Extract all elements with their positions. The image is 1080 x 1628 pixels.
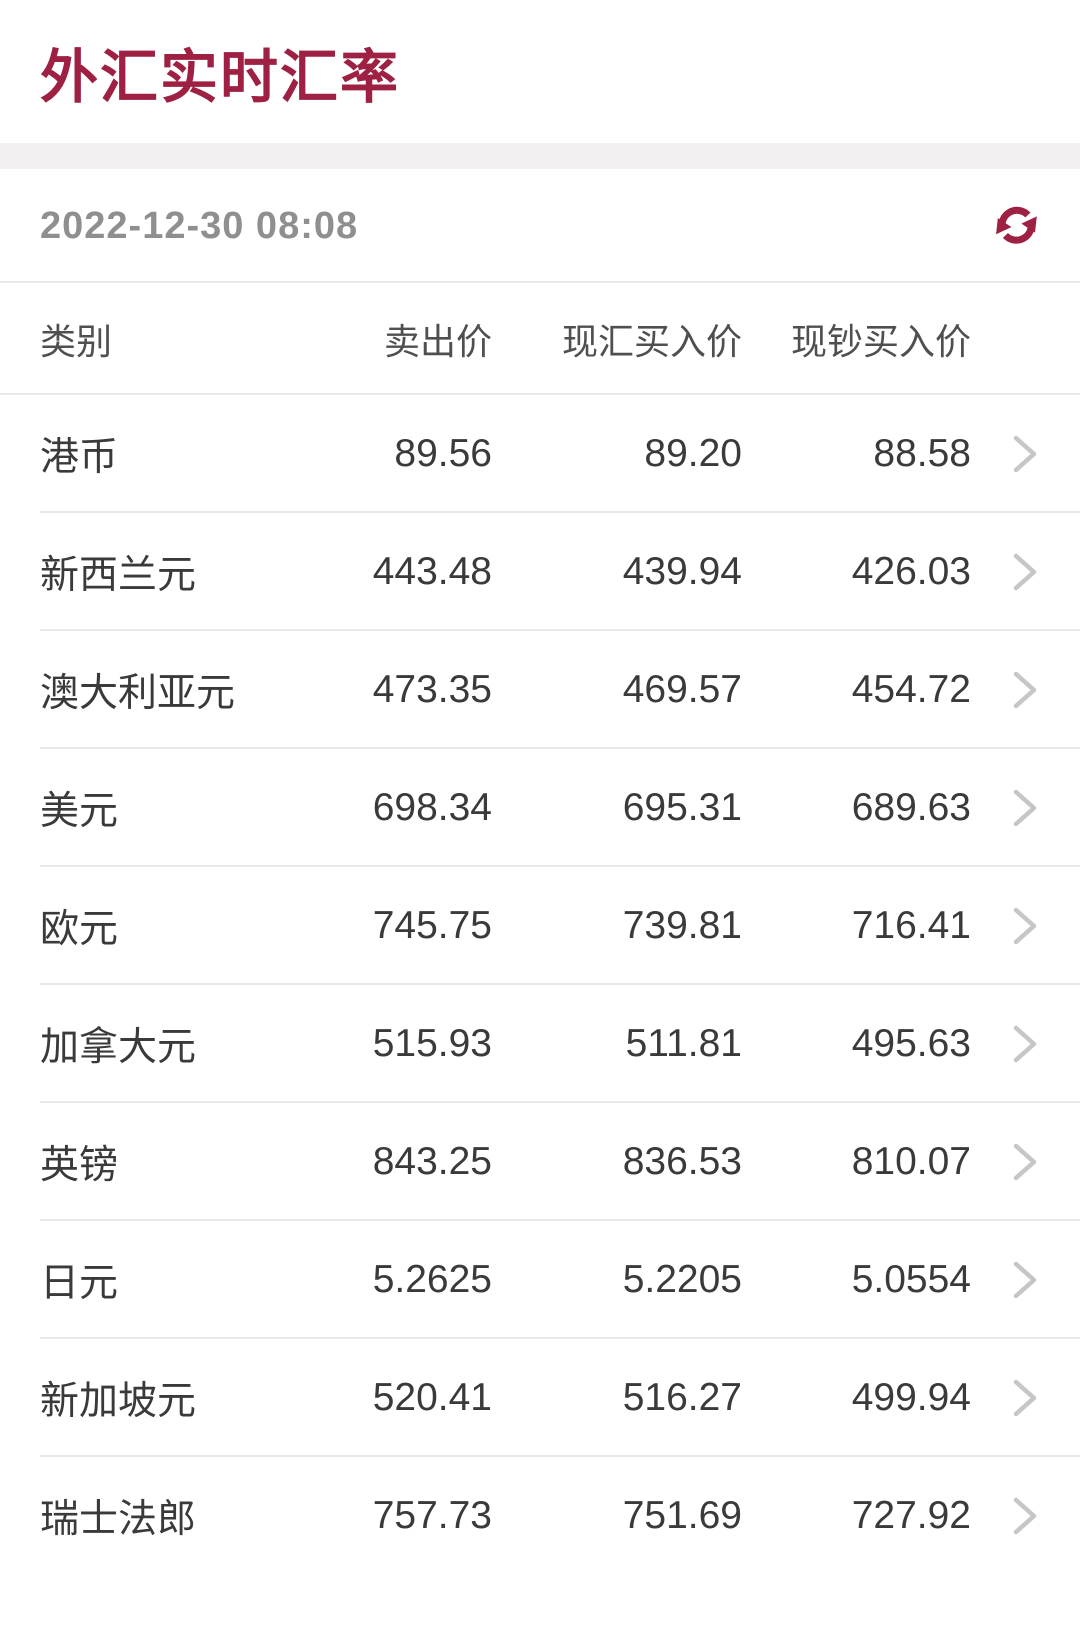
title-section: 外汇实时汇率 <box>0 0 1080 143</box>
cash-buy-price: 495.63 <box>851 1022 971 1065</box>
header-cash-buy-price: 现钞买入价 <box>790 321 971 362</box>
sell-price: 757.73 <box>372 1494 492 1537</box>
cash-buy-price: 426.03 <box>851 550 971 593</box>
chevron-right-icon <box>971 787 1040 829</box>
cash-buy-price: 88.58 <box>873 432 971 475</box>
sell-price: 473.35 <box>372 668 492 711</box>
rate-row[interactable]: 澳大利亚元 473.35 469.57 454.72 <box>0 631 1080 749</box>
sell-price: 843.25 <box>372 1140 492 1183</box>
refresh-icon <box>990 199 1042 254</box>
sell-price: 515.93 <box>372 1022 492 1065</box>
currency-name: 日元 <box>40 1262 119 1305</box>
header-spot-buy-price: 现汇买入价 <box>561 321 742 362</box>
cash-buy-price: 810.07 <box>851 1140 971 1183</box>
cash-buy-price: 454.72 <box>851 668 971 711</box>
rate-table-header: 类别 卖出价 现汇买入价 现钞买入价 <box>0 283 1080 395</box>
currency-name: 新加坡元 <box>40 1380 197 1423</box>
rate-row[interactable]: 瑞士法郎 757.73 751.69 727.92 <box>0 1457 1080 1575</box>
spot-buy-price: 439.94 <box>622 550 742 593</box>
chevron-right-icon <box>971 1141 1040 1183</box>
currency-name: 新西兰元 <box>40 554 197 597</box>
rate-row[interactable]: 港币 89.56 89.20 88.58 <box>0 395 1080 513</box>
sell-price: 443.48 <box>372 550 492 593</box>
rate-row[interactable]: 加拿大元 515.93 511.81 495.63 <box>0 985 1080 1103</box>
cash-buy-price: 499.94 <box>851 1376 971 1419</box>
rate-table-body: 港币 89.56 89.20 88.58 新西兰元 443.48 439.94 … <box>0 395 1080 1575</box>
sell-price: 89.56 <box>394 432 492 475</box>
section-divider-strip <box>0 143 1080 169</box>
refresh-button[interactable] <box>988 198 1044 254</box>
sell-price: 698.34 <box>372 786 492 829</box>
spot-buy-price: 5.2205 <box>622 1258 742 1301</box>
spot-buy-price: 469.57 <box>622 668 742 711</box>
last-updated-timestamp: 2022-12-30 08:08 <box>40 204 359 247</box>
spot-buy-price: 739.81 <box>622 904 742 947</box>
sell-price: 520.41 <box>372 1376 492 1419</box>
spot-buy-price: 516.27 <box>622 1376 742 1419</box>
currency-name: 英镑 <box>40 1144 119 1187</box>
header-sell-price: 卖出价 <box>383 321 492 362</box>
header-category: 类别 <box>40 321 113 362</box>
cash-buy-price: 689.63 <box>851 786 971 829</box>
currency-name: 澳大利亚元 <box>40 672 236 715</box>
cash-buy-price: 727.92 <box>851 1494 971 1537</box>
currency-name: 瑞士法郎 <box>40 1498 197 1541</box>
sell-price: 5.2625 <box>372 1258 492 1301</box>
chevron-right-icon <box>971 1495 1040 1537</box>
chevron-right-icon <box>971 1023 1040 1065</box>
spot-buy-price: 751.69 <box>622 1494 742 1537</box>
spot-buy-price: 695.31 <box>622 786 742 829</box>
currency-name: 美元 <box>40 790 119 833</box>
currency-name: 港币 <box>40 436 119 479</box>
rate-row[interactable]: 新加坡元 520.41 516.27 499.94 <box>0 1339 1080 1457</box>
currency-name: 加拿大元 <box>40 1026 197 1069</box>
page-title: 外汇实时汇率 <box>40 44 401 110</box>
chevron-right-icon <box>971 1259 1040 1301</box>
chevron-right-icon <box>971 669 1040 711</box>
currency-name: 欧元 <box>40 908 119 951</box>
spot-buy-price: 836.53 <box>622 1140 742 1183</box>
cash-buy-price: 716.41 <box>851 904 971 947</box>
chevron-right-icon <box>971 1377 1040 1419</box>
rate-row[interactable]: 美元 698.34 695.31 689.63 <box>0 749 1080 867</box>
chevron-right-icon <box>971 905 1040 947</box>
chevron-right-icon <box>971 551 1040 593</box>
rate-row[interactable]: 新西兰元 443.48 439.94 426.03 <box>0 513 1080 631</box>
timestamp-bar: 2022-12-30 08:08 <box>0 169 1080 283</box>
cash-buy-price: 5.0554 <box>851 1258 971 1301</box>
spot-buy-price: 511.81 <box>625 1022 742 1065</box>
spot-buy-price: 89.20 <box>644 432 742 475</box>
chevron-right-icon <box>971 433 1040 475</box>
rate-row[interactable]: 欧元 745.75 739.81 716.41 <box>0 867 1080 985</box>
rate-row[interactable]: 英镑 843.25 836.53 810.07 <box>0 1103 1080 1221</box>
rate-row[interactable]: 日元 5.2625 5.2205 5.0554 <box>0 1221 1080 1339</box>
sell-price: 745.75 <box>372 904 492 947</box>
